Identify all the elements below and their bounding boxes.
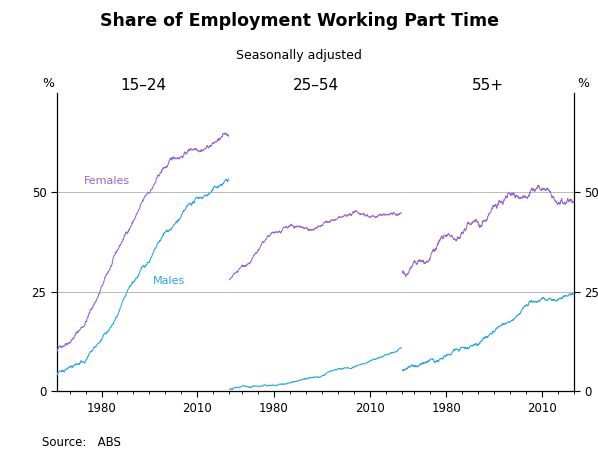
Text: %: % (42, 77, 54, 90)
Text: Share of Employment Working Part Time: Share of Employment Working Part Time (99, 12, 499, 30)
Text: 15–24: 15–24 (120, 78, 166, 93)
Text: 55+: 55+ (472, 78, 504, 93)
Text: Females: Females (84, 176, 130, 186)
Text: Males: Males (152, 276, 185, 286)
Text: %: % (577, 77, 589, 90)
Text: Source:   ABS: Source: ABS (42, 436, 121, 449)
Text: 25–54: 25–54 (292, 78, 338, 93)
Text: Seasonally adjusted: Seasonally adjusted (236, 49, 362, 62)
